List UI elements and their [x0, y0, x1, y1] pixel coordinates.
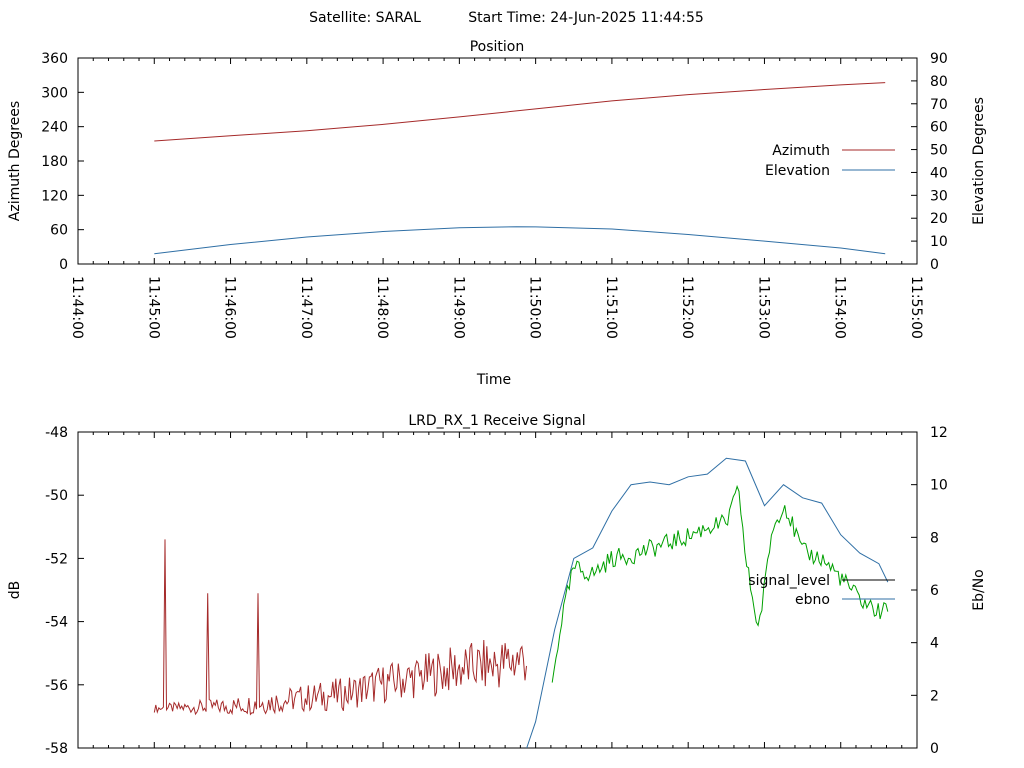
signal-chart-title: LRD_RX_1 Receive Signal — [408, 413, 585, 429]
x-tick-label: 11:55:00 — [908, 276, 924, 339]
series-ebno — [526, 457, 889, 749]
y-tick-label: 60 — [50, 223, 68, 239]
y-tick-label: 240 — [41, 120, 68, 136]
y2-tick-label: 60 — [930, 120, 948, 136]
y2-tick-label: 10 — [930, 234, 948, 250]
y2-tick-label: 90 — [930, 51, 948, 67]
x-tick-label: 11:46:00 — [222, 276, 238, 339]
position-legend: Azimuth Elevation — [765, 143, 895, 179]
y2-tick-label: 2 — [930, 688, 939, 704]
signal-y-label: dB — [7, 581, 23, 600]
x-tick-label: 11:51:00 — [603, 276, 619, 339]
header-start-time: Start Time: 24-Jun-2025 11:44:55 — [468, 10, 704, 26]
y-tick-label: -52 — [45, 551, 68, 567]
legend-label-azimuth: Azimuth — [772, 143, 830, 159]
y2-tick-label: 12 — [930, 425, 948, 441]
y-tick-label: 120 — [41, 188, 68, 204]
y2-tick-label: 30 — [930, 188, 948, 204]
signal-legend: signal_level ebno — [748, 573, 895, 608]
y2-tick-label: 20 — [930, 211, 948, 227]
y2-tick-label: 40 — [930, 165, 948, 181]
x-tick-label: 11:54:00 — [832, 276, 848, 339]
position-y-label: Azimuth Degrees — [7, 101, 23, 221]
y2-tick-label: 4 — [930, 636, 939, 652]
y2-tick-label: 10 — [930, 478, 948, 494]
y2-tick-label: 8 — [930, 530, 939, 546]
header-satellite: Satellite: SARAL — [309, 10, 421, 26]
x-tick-label: 11:44:00 — [69, 276, 85, 339]
x-tick-label: 11:53:00 — [755, 276, 771, 339]
y2-tick-label: 6 — [930, 583, 939, 599]
y-tick-label: 0 — [59, 257, 68, 273]
series-unlabeled-trace — [551, 484, 889, 683]
x-tick-label: 11:50:00 — [527, 276, 543, 339]
x-tick-label: 11:48:00 — [374, 276, 390, 339]
y2-tick-label: 50 — [930, 143, 948, 159]
legend-label-elevation: Elevation — [765, 163, 830, 179]
x-tick-label: 11:52:00 — [679, 276, 695, 339]
signal-plot-frame — [77, 431, 918, 749]
y-tick-label: 360 — [41, 51, 68, 67]
x-tick-label: 11:45:00 — [145, 276, 161, 339]
y-tick-label: -50 — [45, 488, 68, 504]
y2-tick-label: 80 — [930, 74, 948, 90]
position-y2-label: Elevation Degrees — [971, 97, 987, 225]
position-plot-frame — [77, 57, 918, 265]
x-tick-label: 11:47:00 — [298, 276, 314, 339]
y2-tick-label: 0 — [930, 741, 939, 757]
y-tick-label: -58 — [45, 741, 68, 757]
y-tick-label: -54 — [45, 615, 68, 631]
y-tick-label: -56 — [45, 678, 68, 694]
legend-label-ebno: ebno — [795, 592, 830, 608]
series-azimuth — [154, 82, 886, 142]
position-chart-title: Position — [470, 39, 525, 55]
y2-tick-label: 0 — [930, 257, 939, 273]
y-tick-label: -48 — [45, 425, 68, 441]
x-tick-label: 11:49:00 — [450, 276, 466, 339]
position-x-label: Time — [476, 372, 511, 388]
series-elevation — [154, 226, 886, 255]
y-tick-label: 300 — [41, 85, 68, 101]
y2-tick-label: 70 — [930, 97, 948, 113]
signal-y2-label: Eb/No — [971, 569, 987, 611]
series-signal-level — [153, 539, 527, 716]
legend-label-signal-level: signal_level — [748, 573, 830, 589]
y-tick-label: 180 — [41, 154, 68, 170]
